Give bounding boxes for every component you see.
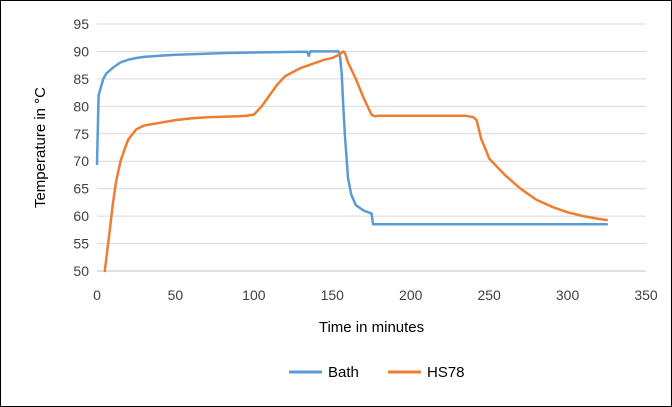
series-lines [95,50,609,273]
legend-label-hs78: HS78 [427,364,465,381]
x-tick-label-200: 200 [399,287,423,303]
series-line-hs78 [103,50,609,273]
y-tick-label-90: 90 [73,43,89,59]
y-tick-label-55: 55 [73,236,89,252]
y-tick-label-95: 95 [73,16,89,32]
series-line-bath [95,50,609,226]
x-tick-label-0: 0 [93,287,101,303]
y-tick-label-60: 60 [73,208,89,224]
legend: Bath HS78 [289,364,465,381]
x-tick-labels: 0 50 100 150 200 250 300 350 [93,287,658,303]
y-tick-label-70: 70 [73,153,89,169]
x-tick-label-100: 100 [242,287,266,303]
y-axis-title: Temperature in °C [32,87,49,208]
x-tick-label-250: 250 [477,287,501,303]
x-tick-label-350: 350 [634,287,658,303]
gridlines [97,23,646,245]
x-tick-label-50: 50 [168,287,184,303]
y-tick-label-50: 50 [73,263,89,279]
y-tick-label-85: 85 [73,71,89,87]
x-axis-title: Time in minutes [319,319,424,336]
y-tick-label-80: 80 [73,98,89,114]
y-tick-label-65: 65 [73,181,89,197]
x-tick-label-300: 300 [556,287,580,303]
legend-label-bath: Bath [328,364,359,381]
y-tick-label-75: 75 [73,126,89,142]
x-tick-label-150: 150 [321,287,345,303]
y-tick-labels: 50 55 60 65 70 75 80 85 90 95 [73,16,89,279]
